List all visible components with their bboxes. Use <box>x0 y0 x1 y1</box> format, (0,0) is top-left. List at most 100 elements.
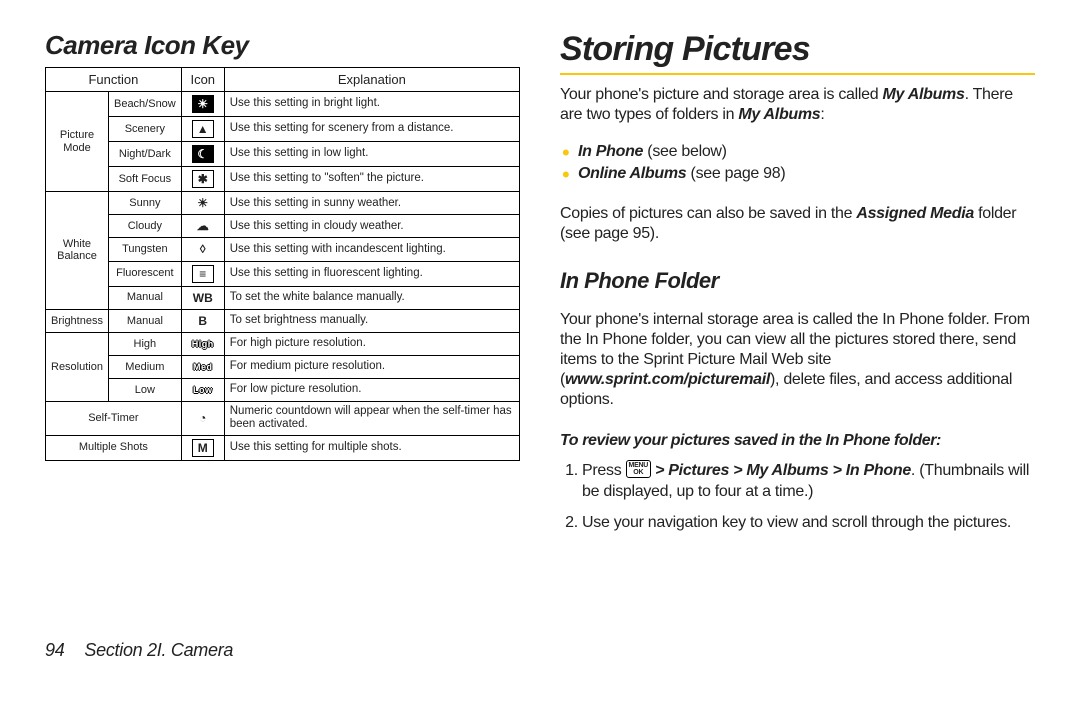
sub-setting-cell: Manual <box>108 309 181 332</box>
icon-cell: ▲ <box>181 117 224 142</box>
sub-setting-cell: Scenery <box>108 117 181 142</box>
explanation-cell: For medium picture resolution. <box>224 356 519 379</box>
function-group-cell: Brightness <box>46 309 109 332</box>
table-row: Medium Med For medium picture resolution. <box>46 356 520 379</box>
icon-cell: ☀ <box>181 192 224 215</box>
explanation-cell: Use this setting to "soften" the picture… <box>224 167 519 192</box>
sub-setting-cell: High <box>108 333 181 356</box>
night-dark-icon: ☾ <box>192 145 214 163</box>
explanation-cell: Numeric countdown will appear when the s… <box>224 402 519 435</box>
tungsten-icon: ◊ <box>193 241 213 257</box>
explanation-cell: Use this setting in fluorescent lighting… <box>224 261 519 286</box>
folder-types-list: In Phone (see below)Online Albums (see p… <box>560 141 1035 184</box>
explanation-cell: Use this setting for multiple shots. <box>224 435 519 460</box>
icon-cell: Med <box>181 356 224 379</box>
self-timer-icon: ◔ <box>193 410 213 426</box>
beach-snow-icon: ☀ <box>192 95 214 113</box>
medium-icon: Med <box>192 359 214 375</box>
th-explanation: Explanation <box>224 68 519 92</box>
soft-focus-icon: ✱ <box>192 170 214 188</box>
sub-setting-cell: Beach/Snow <box>108 92 181 117</box>
page-footer: 94 Section 2I. Camera <box>0 640 1080 681</box>
low-icon: Low <box>192 382 214 398</box>
table-row: PictureModeBeach/Snow☀Use this setting i… <box>46 92 520 117</box>
sub-setting-cell: Night/Dark <box>108 142 181 167</box>
icon-cell: ☀ <box>181 92 224 117</box>
explanation-cell: Use this setting in bright light. <box>224 92 519 117</box>
step-1: Press MENUOK > Pictures > My Albums > In… <box>582 460 1035 503</box>
sub-setting-cell: Medium <box>108 356 181 379</box>
icon-cell: ≡ <box>181 261 224 286</box>
in-phone-paragraph: Your phone's internal storage area is ca… <box>560 310 1035 410</box>
multiple-shots-icon: M <box>192 439 214 457</box>
function-group-cell: PictureMode <box>46 92 109 192</box>
manual-icon: WB <box>193 290 213 306</box>
steps-list: Press MENUOK > Pictures > My Albums > In… <box>560 460 1035 543</box>
list-item: Online Albums (see page 98) <box>560 163 1035 185</box>
th-icon: Icon <box>181 68 224 92</box>
explanation-cell: Use this setting with incandescent light… <box>224 238 519 261</box>
procedure-title: To review your pictures saved in the In … <box>560 432 1035 450</box>
icon-cell: ◊ <box>181 238 224 261</box>
table-row: Multiple ShotsMUse this setting for mult… <box>46 435 520 460</box>
icon-cell: ☾ <box>181 142 224 167</box>
explanation-cell: Use this setting in low light. <box>224 142 519 167</box>
function-group-cell: WhiteBalance <box>46 192 109 310</box>
right-column: Storing Pictures Your phone's picture an… <box>560 30 1035 630</box>
table-row: Cloudy ☁ Use this setting in cloudy weathe… <box>46 215 520 238</box>
icon-cell: ✱ <box>181 167 224 192</box>
explanation-cell: For low picture resolution. <box>224 379 519 402</box>
icon-cell: WB <box>181 286 224 309</box>
left-column: Camera Icon Key Function Icon Explanatio… <box>45 30 520 630</box>
explanation-cell: To set brightness manually. <box>224 309 519 332</box>
step-2: Use your navigation key to view and scro… <box>582 513 1035 534</box>
table-row: Low Low For low picture resolution. <box>46 379 520 402</box>
sub-setting-cell: Sunny <box>108 192 181 215</box>
table-row: BrightnessManual B To set brightness manua… <box>46 309 520 332</box>
icon-cell: M <box>181 435 224 460</box>
table-row: ResolutionHighHighFor high picture resol… <box>46 333 520 356</box>
explanation-cell: For high picture resolution. <box>224 333 519 356</box>
menu-ok-key-icon: MENUOK <box>626 460 651 478</box>
explanation-cell: Use this setting in sunny weather. <box>224 192 519 215</box>
sub-setting-cell: Cloudy <box>108 215 181 238</box>
sub-setting-cell: Tungsten <box>108 238 181 261</box>
fluorescent-icon: ≡ <box>192 265 214 283</box>
table-row: Self-Timer ◔ Numeric countdown will appear… <box>46 402 520 435</box>
sub-setting-cell: Manual <box>108 286 181 309</box>
table-row: Soft Focus✱Use this setting to "soften" … <box>46 167 520 192</box>
function-group-cell: Resolution <box>46 333 109 402</box>
explanation-cell: To set the white balance manually. <box>224 286 519 309</box>
manual-icon: B <box>193 313 213 329</box>
th-function: Function <box>46 68 182 92</box>
table-row: Night/Dark ☾ Use this setting in low light… <box>46 142 520 167</box>
explanation-cell: Use this setting in cloudy weather. <box>224 215 519 238</box>
sub-setting-cell: Low <box>108 379 181 402</box>
section-label: Section 2I. Camera <box>84 640 233 661</box>
icon-cell: ☁ <box>181 215 224 238</box>
function-cell: Self-Timer <box>46 402 182 435</box>
table-row: WhiteBalanceSunny☀Use this setting in su… <box>46 192 520 215</box>
icon-cell: B <box>181 309 224 332</box>
scenery-icon: ▲ <box>192 120 214 138</box>
intro-paragraph: Your phone's picture and storage area is… <box>560 85 1035 125</box>
copies-paragraph: Copies of pictures can also be saved in … <box>560 204 1035 244</box>
icon-cell: ◔ <box>181 402 224 435</box>
icon-key-table: Function Icon Explanation PictureModeBea… <box>45 67 520 461</box>
sub-setting-cell: Fluorescent <box>108 261 181 286</box>
icon-cell: High <box>181 333 224 356</box>
page-number: 94 <box>45 640 64 661</box>
list-item: In Phone (see below) <box>560 141 1035 163</box>
table-row: Manual WB To set the white balance manuall… <box>46 286 520 309</box>
in-phone-folder-heading: In Phone Folder <box>560 268 1035 294</box>
table-row: Scenery ▲ Use this setting for scenery fro… <box>46 117 520 142</box>
cloudy-icon: ☁ <box>193 218 213 234</box>
high-icon: High <box>191 336 215 352</box>
sunny-icon: ☀ <box>193 195 213 211</box>
explanation-cell: Use this setting for scenery from a dist… <box>224 117 519 142</box>
storing-pictures-heading: Storing Pictures <box>560 30 1035 69</box>
table-row: Tungsten ◊ Use this setting with incandesc… <box>46 238 520 261</box>
table-row: Fluorescent ≡ Use this setting in fluoresc… <box>46 261 520 286</box>
icon-cell: Low <box>181 379 224 402</box>
heading-rule <box>560 73 1035 75</box>
